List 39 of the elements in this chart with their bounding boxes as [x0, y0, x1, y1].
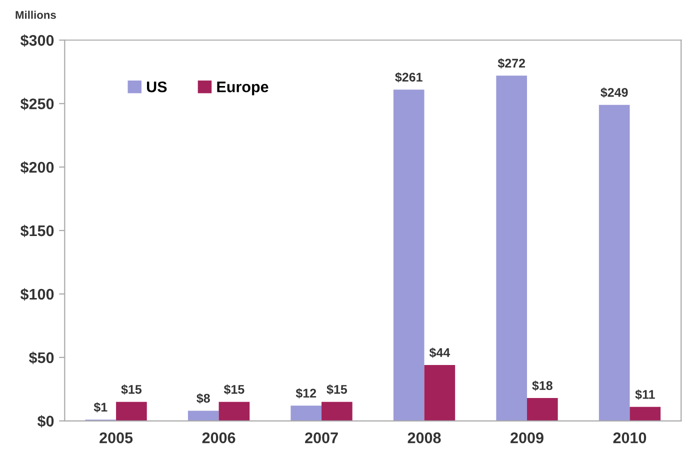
y-tick-label: $300: [20, 34, 54, 47]
legend-label: Europe: [217, 82, 268, 96]
bar: [630, 406, 661, 421]
y-tick-label: $0: [37, 415, 54, 428]
y-tick-label: $200: [20, 161, 54, 174]
y-tick-label: $150: [20, 224, 54, 238]
data-label: $18: [532, 380, 552, 391]
data-label: $249: [600, 87, 628, 98]
y-tick-label: $250: [20, 98, 54, 110]
data-label: $15: [121, 384, 142, 395]
bar: [527, 398, 558, 421]
bar: [393, 90, 424, 421]
bar: [188, 410, 219, 421]
data-label: $11: [635, 390, 655, 400]
y-tick-label: $100: [20, 288, 54, 301]
data-label: $12: [296, 388, 316, 398]
bar: [322, 402, 352, 421]
bar: [116, 402, 147, 421]
x-tick-label: 2009: [510, 432, 544, 444]
bar: [424, 365, 456, 421]
bar: [598, 104, 630, 421]
data-label: $272: [498, 58, 525, 68]
data-label: $1: [94, 402, 108, 412]
legend-label: US: [146, 81, 167, 92]
x-tick-label: 2007: [305, 432, 338, 444]
data-label: $15: [326, 384, 348, 395]
x-tick-label: 2005: [100, 432, 133, 444]
bar: [496, 76, 528, 421]
data-label: $261: [395, 72, 422, 82]
y-axis-title: Millions: [16, 10, 56, 19]
x-tick-label: 2008: [408, 432, 441, 444]
data-label: $8: [196, 393, 210, 404]
data-label: $15: [224, 384, 244, 395]
data-label: $44: [429, 348, 450, 358]
bar: [290, 406, 322, 421]
x-tick-label: 2010: [613, 432, 646, 444]
bar: [218, 402, 250, 421]
y-tick-label: $50: [28, 352, 54, 364]
x-tick-label: 2006: [202, 432, 236, 444]
